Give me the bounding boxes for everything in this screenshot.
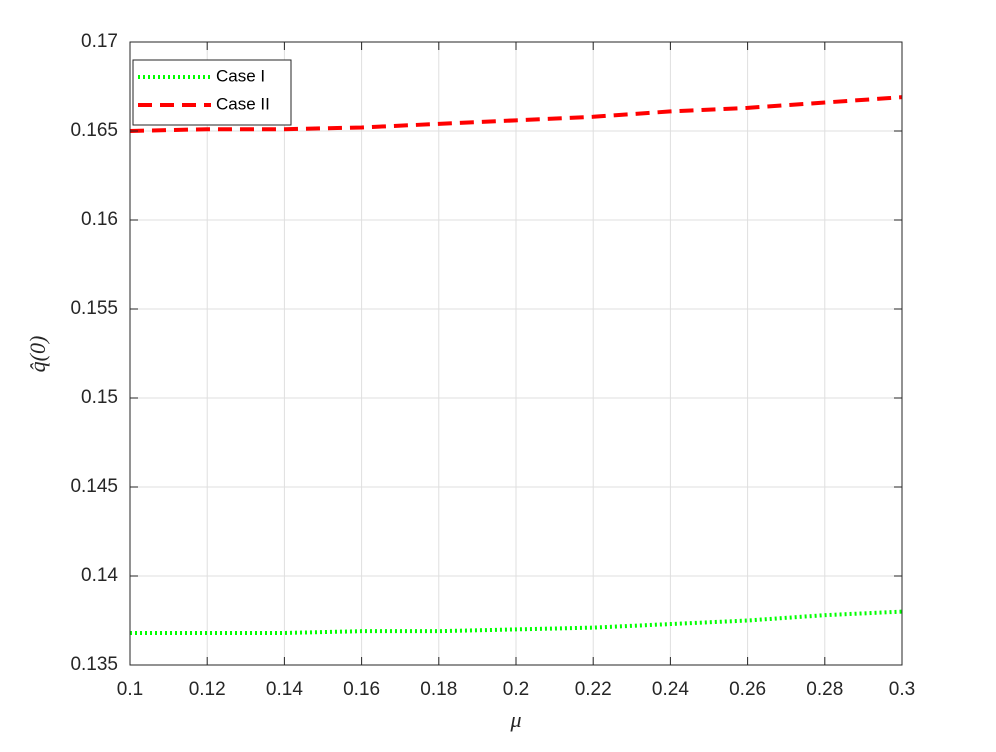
x-tick-label: 0.1 [117,679,143,700]
y-tick-label: 0.135 [70,654,118,675]
x-tick-label: 0.26 [729,679,766,700]
y-tick-label: 0.16 [81,209,118,230]
x-tick-label: 0.2 [503,679,529,700]
legend-label: Case II [216,94,270,113]
plot-area [129,95,903,635]
y-tick-label: 0.14 [81,565,118,586]
series-line [130,609,903,635]
x-tick-label: 0.28 [806,679,843,700]
y-tick-label: 0.145 [70,476,118,497]
y-tick-label: 0.15 [81,387,118,408]
x-tick-label: 0.3 [889,679,915,700]
series-line [129,95,903,133]
x-tick-label: 0.18 [420,679,457,700]
x-tick-label: 0.12 [189,679,226,700]
x-axis-label: μ [509,707,521,732]
ticks: 0.1 0.12 0.14 0.16 0.18 0.2 0.22 0.24 0.26 0.28 0.… [70,31,915,700]
legend-box [132,59,292,126]
x-tick-label: 0.22 [575,679,612,700]
y-axis-label: q̂(0) [25,336,50,373]
x-tick-label: 0.24 [652,679,689,700]
y-tick-label: 0.17 [81,31,118,52]
y-tick-label: 0.155 [70,298,118,319]
y-tick-label: 0.165 [70,120,118,141]
x-tick-label: 0.14 [266,679,303,700]
legend: Case I Case II [132,59,292,126]
legend-label: Case I [216,66,265,85]
x-tick-label: 0.16 [343,679,380,700]
